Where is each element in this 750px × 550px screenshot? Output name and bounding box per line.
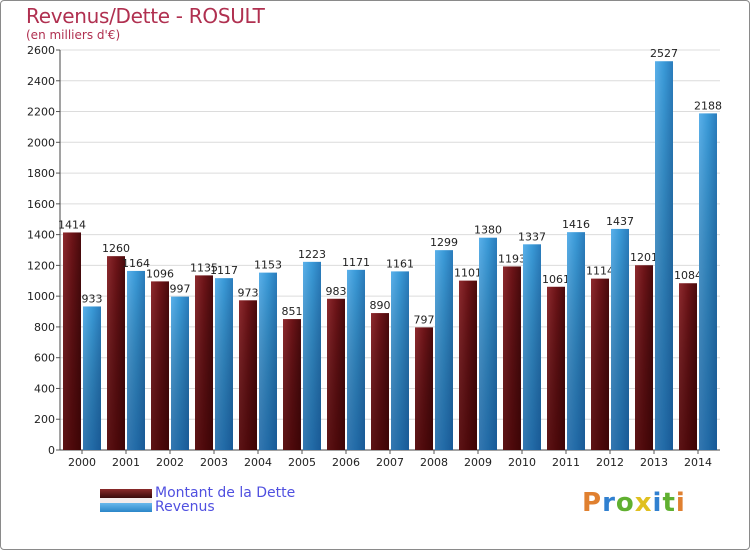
value-label-dette: 1114: [586, 265, 614, 278]
bar-revenus-shade: [171, 296, 189, 450]
chart-subtitle: (en milliers d'€): [26, 28, 121, 42]
bar-revenus-shade: [611, 228, 629, 450]
value-label-dette: 797: [414, 313, 435, 326]
value-label-revenus: 1117: [210, 264, 238, 277]
value-label-revenus: 1171: [342, 256, 370, 269]
bar-dette-shade: [371, 313, 389, 450]
legend-label-revenus: Revenus: [155, 499, 215, 515]
x-tick-label: 2007: [376, 456, 404, 469]
bar-dette-shade: [239, 300, 257, 450]
x-tick-label: 2009: [464, 456, 492, 469]
y-tick-label: 200: [34, 413, 55, 426]
value-label-dette: 890: [370, 299, 391, 312]
value-label-dette: 1260: [102, 242, 130, 255]
value-label-dette: 1061: [542, 273, 570, 286]
x-tick-label: 2000: [68, 456, 96, 469]
value-label-revenus: 1153: [254, 259, 282, 272]
bar-revenus-shade: [127, 270, 145, 450]
bar-revenus-shade: [215, 278, 233, 450]
x-tick-label: 2002: [156, 456, 184, 469]
y-tick-label: 2000: [27, 136, 55, 149]
y-tick-label: 1800: [27, 167, 55, 180]
value-label-dette: 1201: [630, 251, 658, 264]
y-tick-label: 1400: [27, 229, 55, 242]
y-tick-label: 400: [34, 382, 55, 395]
value-label-revenus: 1437: [606, 215, 634, 228]
bar-dette-shade: [63, 232, 81, 450]
y-tick-label: 600: [34, 352, 55, 365]
x-tick-label: 2008: [420, 456, 448, 469]
value-label-revenus: 1416: [562, 218, 590, 231]
bar-revenus-shade: [655, 61, 673, 450]
value-label-dette: 973: [238, 286, 259, 299]
bar-revenus-shade: [83, 306, 101, 450]
legend-swatch-dette-gap: [100, 498, 152, 503]
bar-dette-shade: [415, 327, 433, 450]
y-tick-label: 1000: [27, 290, 55, 303]
bar-dette-shade: [591, 278, 609, 450]
x-tick-label: 2001: [112, 456, 140, 469]
value-label-revenus: 933: [82, 292, 103, 305]
proxiti-logo: Proxiti: [582, 488, 686, 518]
value-label-dette: 1096: [146, 267, 174, 280]
bar-dette-shade: [195, 275, 213, 450]
bar-revenus-shade: [523, 244, 541, 450]
x-tick-label: 2004: [244, 456, 272, 469]
bar-revenus-shade: [435, 250, 453, 450]
bar-revenus-shade: [479, 237, 497, 450]
chart-title: Revenus/Dette - ROSULT: [26, 4, 265, 28]
value-label-revenus: 1161: [386, 257, 414, 270]
bar-revenus-shade: [259, 272, 277, 450]
y-tick-label: 2600: [27, 44, 55, 57]
value-label-dette: 1414: [58, 218, 86, 231]
x-tick-label: 2010: [508, 456, 536, 469]
value-label-revenus: 2527: [650, 47, 678, 60]
x-tick-label: 2006: [332, 456, 360, 469]
bar-revenus-shade: [699, 113, 717, 450]
y-tick-label: 0: [48, 444, 55, 457]
x-tick-label: 2003: [200, 456, 228, 469]
value-label-revenus: 1164: [122, 257, 150, 270]
value-label-dette: 983: [326, 285, 347, 298]
bar-revenus-shade: [391, 271, 409, 450]
value-label-dette: 1135: [190, 261, 218, 274]
bar-dette-shade: [151, 281, 169, 450]
value-label-revenus: 1337: [518, 230, 546, 243]
x-tick-label: 2012: [596, 456, 624, 469]
bar-revenus-shade: [567, 232, 585, 450]
x-tick-label: 2005: [288, 456, 316, 469]
y-tick-label: 2200: [27, 106, 55, 119]
y-tick-label: 2400: [27, 75, 55, 88]
bar-revenus-shade: [347, 269, 365, 450]
value-label-dette: 1101: [454, 267, 482, 280]
x-tick-label: 2011: [552, 456, 580, 469]
bar-dette-shade: [679, 283, 697, 450]
bar-revenus-shade: [303, 261, 321, 450]
bar-dette-shade: [635, 265, 653, 450]
bar-dette-shade: [503, 266, 521, 450]
legend-label-dette: Montant de la Dette: [155, 485, 296, 501]
value-label-revenus: 1380: [474, 224, 502, 237]
bar-dette-shade: [547, 286, 565, 450]
y-tick-label: 1200: [27, 259, 55, 272]
x-tick-label: 2013: [640, 456, 668, 469]
value-label-revenus: 1299: [430, 236, 458, 249]
bar-dette-shade: [107, 256, 125, 450]
legend-swatch-revenus: [100, 503, 152, 512]
legend-swatch-dette: [100, 489, 152, 498]
y-tick-label: 800: [34, 321, 55, 334]
bar-dette-shade: [283, 319, 301, 450]
value-label-dette: 1084: [674, 269, 702, 282]
bar-dette-shade: [459, 280, 477, 450]
y-tick-label: 1600: [27, 198, 55, 211]
value-label-revenus: 2188: [694, 99, 722, 112]
x-tick-label: 2014: [684, 456, 712, 469]
value-label-revenus: 1223: [298, 248, 326, 261]
bar-dette-shade: [327, 298, 345, 450]
value-label-dette: 851: [282, 305, 303, 318]
value-label-revenus: 997: [170, 283, 191, 296]
value-label-dette: 1193: [498, 252, 526, 265]
